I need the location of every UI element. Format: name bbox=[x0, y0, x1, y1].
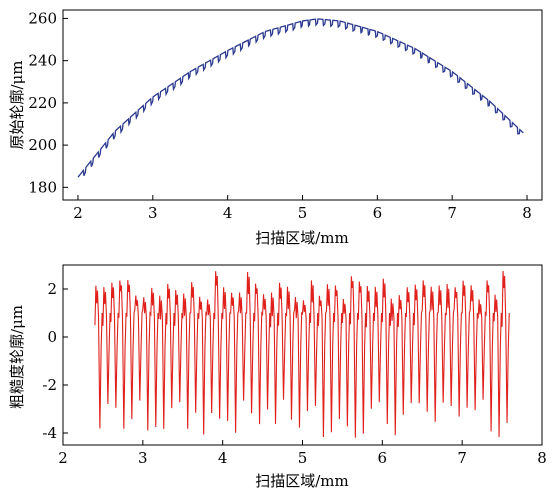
roughness-profile-x-tick-label: 5 bbox=[298, 449, 308, 467]
raw-profile-y-axis-label: 原始轮廓/μm bbox=[8, 60, 26, 149]
roughness-profile-panel: 2 3 4 5 6 7 8 -4 -2 0 2 扫描区域/mm 粗糙度轮廓/μm bbox=[8, 264, 547, 490]
raw-profile-y-tick-label: 180 bbox=[28, 178, 57, 196]
roughness-profile-x-tick-label: 8 bbox=[537, 449, 547, 467]
raw-profile-ticks: 2 3 4 5 6 7 8 180 200 220 240 260 bbox=[28, 9, 531, 222]
roughness-profile-y-axis-label: 粗糙度轮廓/μm bbox=[8, 305, 26, 409]
raw-profile-y-tick-label: 220 bbox=[28, 94, 57, 112]
raw-profile-x-tick-label: 7 bbox=[447, 204, 457, 222]
raw-profile-x-tick-label: 5 bbox=[298, 204, 308, 222]
roughness-profile-y-tick-label: -4 bbox=[42, 424, 57, 442]
roughness-profile-y-tick-label: 2 bbox=[47, 280, 57, 298]
roughness-profile-y-tick-label: -2 bbox=[42, 376, 57, 394]
raw-profile-y-tick-label: 200 bbox=[28, 136, 57, 154]
raw-profile-x-axis-label: 扫描区域/mm bbox=[255, 229, 349, 247]
roughness-profile-y-tick-label: 0 bbox=[47, 328, 57, 346]
raw-profile-x-tick-label: 8 bbox=[522, 204, 532, 222]
roughness-profile-x-tick-label: 7 bbox=[457, 449, 467, 467]
raw-profile-x-tick-label: 6 bbox=[373, 204, 383, 222]
roughness-profile-ticks: 2 3 4 5 6 7 8 -4 -2 0 2 bbox=[42, 280, 546, 467]
roughness-profile-x-tick-label: 3 bbox=[138, 449, 148, 467]
roughness-profile-x-axis-label: 扫描区域/mm bbox=[255, 472, 349, 490]
raw-profile-x-tick-label: 2 bbox=[73, 204, 83, 222]
roughness-profile-x-tick-label: 6 bbox=[378, 449, 388, 467]
raw-profile-y-tick-label: 240 bbox=[28, 52, 57, 70]
roughness-profile-line bbox=[94, 271, 510, 438]
raw-profile-line bbox=[77, 18, 524, 178]
raw-profile-x-tick-label: 4 bbox=[223, 204, 233, 222]
raw-profile-panel: 2 3 4 5 6 7 8 180 200 220 240 260 扫描区域/mm 原始轮廓/μm bbox=[8, 9, 543, 247]
roughness-profile-x-tick-label: 4 bbox=[218, 449, 228, 467]
roughness-profile-x-tick-label: 2 bbox=[58, 449, 68, 467]
raw-profile-plot-frame bbox=[62, 9, 543, 201]
raw-profile-y-tick-label: 260 bbox=[28, 9, 57, 27]
roughness-profile-plot-frame bbox=[62, 264, 543, 446]
raw-profile-x-tick-label: 3 bbox=[148, 204, 158, 222]
